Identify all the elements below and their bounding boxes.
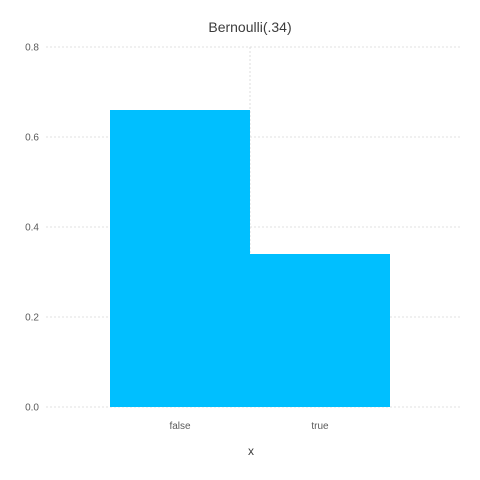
x-tick-labels: false true [169, 421, 329, 432]
bar-false [110, 110, 250, 407]
y-tick-label: 0.8 [25, 43, 39, 54]
x-tick-label: true [311, 421, 329, 432]
chart-title: Bernoulli(.34) [208, 19, 291, 35]
y-tick-labels: 0.0 0.2 0.4 0.6 0.8 [25, 43, 39, 414]
x-tick-label: false [169, 421, 191, 432]
bar-true [250, 254, 390, 407]
bars [110, 110, 390, 407]
y-tick-label: 0.0 [25, 403, 39, 414]
x-axis-label: x [248, 444, 254, 458]
y-tick-label: 0.4 [25, 223, 39, 234]
y-tick-label: 0.6 [25, 133, 39, 144]
y-tick-label: 0.2 [25, 313, 39, 324]
